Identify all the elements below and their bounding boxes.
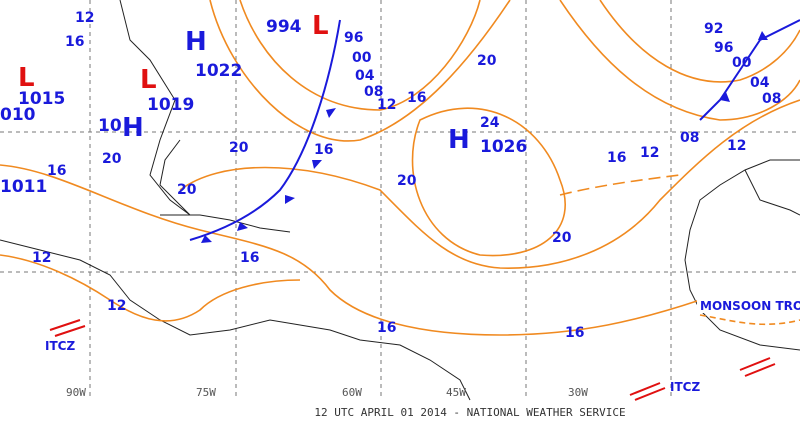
monsoon-trough-label: MONSOON TROF <box>700 299 800 313</box>
isobar <box>599 0 800 83</box>
map-background <box>0 0 800 400</box>
isobar-label: 00 <box>732 55 752 71</box>
isobar-label: 16 <box>607 150 626 166</box>
coastline <box>684 159 800 351</box>
isobar-label: 12 <box>377 97 396 113</box>
isobar-label: 20 <box>552 230 572 246</box>
itcz-label: ITCZ <box>45 339 75 353</box>
isobar-label: 04 <box>750 75 770 91</box>
footer: 12 UTC APRIL 01 2014 - NATIONAL WEATHER … <box>314 406 625 419</box>
isobar-label: 20 <box>229 140 249 156</box>
isobar-label: 16 <box>47 163 66 179</box>
pressure-centers: H 1022 L 1019 L 1015 L 994 H 1026 H 1011 <box>0 11 527 197</box>
isobar <box>179 99 800 269</box>
isobar-label: 16 <box>65 34 84 50</box>
isobar-label: 12 <box>107 298 126 314</box>
isobar-label: 20 <box>397 173 417 189</box>
isobars <box>0 0 800 336</box>
isobar-label: 20 <box>102 151 122 167</box>
center-value: 1015 <box>18 89 65 109</box>
fronts <box>49 19 800 401</box>
isobar-label: 20 <box>177 182 197 198</box>
feature-labels: ITCZ ITCZ MONSOON TROF <box>45 297 800 394</box>
coastlines <box>0 0 800 401</box>
center-value: 1011 <box>0 177 47 197</box>
isobar-label: 12 <box>32 250 51 266</box>
coastline <box>0 239 471 401</box>
isobar-label: 20 <box>477 53 497 69</box>
trough <box>559 174 681 196</box>
isobar-label: 16 <box>377 320 396 336</box>
front-triangles <box>720 31 768 102</box>
center-value: 1019 <box>147 95 194 115</box>
itcz-label: ITCZ <box>670 380 700 394</box>
center-symbol: L <box>18 63 35 93</box>
isobar-label: 12 <box>75 10 94 26</box>
center-symbol: L <box>312 11 329 41</box>
isobar-label: 08 <box>762 91 781 107</box>
isobar-label: 16 <box>314 142 333 158</box>
coastline <box>160 214 291 233</box>
center-symbol: L <box>140 65 157 95</box>
isobar-label: 16 <box>407 90 426 106</box>
label-box <box>697 297 800 313</box>
isobar <box>0 164 701 336</box>
longitude-label: 60W <box>342 386 362 399</box>
longitude-label: 30W <box>568 386 588 399</box>
isobar-label: 96 <box>714 40 733 56</box>
isobar-label: 16 <box>565 325 584 341</box>
longitude-label: 45W <box>446 386 466 399</box>
longitude-label: 75W <box>196 386 216 399</box>
footer-strip <box>0 401 800 429</box>
isobar-label: 12 <box>640 145 659 161</box>
longitude-label: 90W <box>66 386 86 399</box>
isobar <box>411 107 566 257</box>
isobar-label: 96 <box>344 30 363 46</box>
cold-front <box>189 19 341 241</box>
coastline <box>744 169 800 216</box>
isobar <box>209 0 511 142</box>
isobar-label: 08 <box>364 84 383 100</box>
isobar-label: 010 <box>0 105 36 125</box>
isobar-label: 04 <box>355 68 375 84</box>
isobar-label: 92 <box>704 21 723 37</box>
isobar-label: 08 <box>680 130 699 146</box>
isobar <box>559 0 800 121</box>
isobar-label: 12 <box>727 138 746 154</box>
center-value: 994 <box>266 17 302 37</box>
itcz-hatch <box>49 319 776 401</box>
isobar-labels: 12 16 96 00 04 08 12 16 20 20 16 20 12 1… <box>0 10 781 341</box>
center-symbol: H <box>448 125 470 155</box>
isobar-label: 24 <box>480 115 500 131</box>
isobar <box>239 0 481 111</box>
center-symbol: H <box>185 27 207 57</box>
longitude-labels: 90W 75W 60W 45W 30W <box>66 386 588 399</box>
isobar-label: 10 <box>98 116 122 136</box>
cold-front <box>699 19 800 121</box>
isobar-label: 16 <box>240 250 259 266</box>
center-value: 1022 <box>195 61 242 81</box>
center-symbol: H <box>122 113 144 143</box>
grid <box>0 0 800 400</box>
coastline <box>119 0 191 216</box>
isobar-label: 00 <box>352 50 372 66</box>
isobar <box>0 254 301 322</box>
center-value: 1026 <box>480 137 527 157</box>
